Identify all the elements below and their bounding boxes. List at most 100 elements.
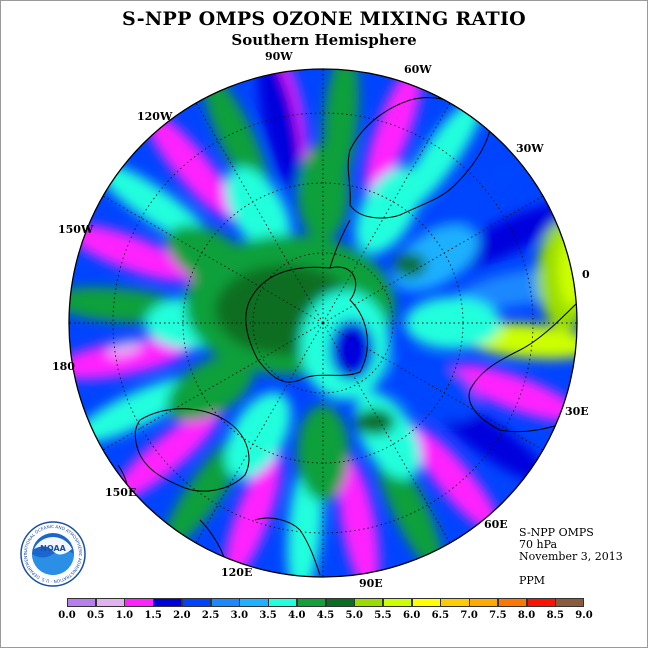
colorbar-swatch [268,598,298,607]
latitude-circle [252,252,394,394]
chart-title: S-NPP OMPS OZONE MIXING RATIO [121,8,527,30]
ozone-contour [425,144,535,239]
colorbar-tick-label: 7.0 [460,610,478,621]
colorbar-swatch [124,598,154,607]
colorbar-swatch [497,598,528,607]
lon-label-60w: 60W [404,63,432,76]
ozone-contour [225,392,291,480]
ozone-contour [355,166,421,254]
ozone-contour [225,166,291,254]
ozone-contour [392,355,480,421]
meridian-line [322,322,549,454]
colorbar-tick-label: 8.5 [546,610,564,621]
colorbar-swatch [440,598,470,607]
lon-label-180: 180 [52,360,75,373]
colorbar-swatch [210,598,240,607]
logo-text: NOAA [40,544,66,553]
ozone-contour [73,376,202,443]
meridian-line [322,322,454,549]
lon-label-90e: 90E [359,577,383,590]
ozone-contour [69,224,197,282]
lon-label-150w: 150W [58,223,94,236]
ozone-contour [297,145,349,241]
ozone-contour [337,455,380,577]
colorbar-swatch [411,598,441,607]
colorbar-tick-label: 0.0 [58,610,76,621]
meridian-line [192,97,324,324]
colorbar-tick-label: 6.0 [402,610,421,621]
ozone-contour [364,69,422,197]
colorbar-tick-label: 7.5 [489,610,507,621]
ozone-contour [166,355,254,421]
lon-label-0: 0 [582,268,590,281]
colorbar-swatch [382,598,413,607]
lon-label-150e: 150E [105,486,137,499]
instrument-label: S-NPP OMPS [519,526,594,539]
ozone-contour [407,425,502,535]
ozone-contour [405,297,501,349]
lon-label-30w: 30W [516,142,544,155]
colorbar-swatch [325,598,355,607]
meridian-line [192,322,324,549]
colorbar-tick-label: 2.5 [201,610,220,621]
meridian-line [322,97,454,324]
colorbar-swatch [95,598,125,607]
meridian-line [97,322,324,454]
units-label: PPM [519,574,546,587]
meridian-line [97,192,324,324]
coastline [134,408,250,492]
coastline [245,266,368,383]
chart-subtitle: Southern Hemisphere [231,31,417,49]
ozone-contour [444,203,573,270]
colorbar-tick-label: 4.5 [316,610,335,621]
coastline [468,299,577,433]
colorbar-swatch [555,598,585,607]
lon-label-90w: 90W [265,50,293,63]
coastline [329,219,351,269]
colorbar-tick-label: 2.0 [173,610,191,621]
date-label: November 3, 2013 [519,550,623,563]
ozone-contour [111,407,221,502]
colorbar-swatch [181,598,212,607]
colorbar-swatch [153,598,183,607]
noaa-logo: NATIONAL OCEANIC AND ATMOSPHERIC ADMINIS… [20,521,86,587]
pressure-label: 70 hPa [519,538,558,551]
lon-label-120w: 120W [137,110,173,123]
ozone-contour [297,405,349,501]
graticule [69,69,577,577]
colorbar-tick-label: 5.0 [345,610,363,621]
ozone-contour [203,73,270,202]
colorbar-tick-label: 9.0 [575,610,593,621]
meridian-line [322,192,549,324]
colorbar-swatch [296,598,326,607]
map-border [68,68,578,578]
ozone-contour [376,444,443,573]
ozone-contour [394,253,426,277]
ozone-contour [224,449,282,577]
colorbar-tick-label: 3.5 [259,610,277,621]
colorbar-swatch [354,598,384,607]
colorbar-swatch [526,598,556,607]
ozone-contour [107,339,143,357]
ozone-contour [449,364,577,422]
ozone-contour [258,69,303,192]
ozone-contour [355,409,395,435]
lon-label-60e: 60E [484,518,508,531]
colorbar-tick-label: 6.5 [431,610,450,621]
colorbar-swatch [239,598,269,607]
ozone-contour [144,111,239,221]
colorbar-tick-label: 0.5 [87,610,105,621]
colorbar-tick-label: 5.5 [374,610,392,621]
colorbar-tick-label: 4.0 [288,610,306,621]
colorbar-tick-label: 1.5 [144,610,162,621]
latitude-circle [112,112,534,534]
colorbar-tick-label: 3.0 [230,610,249,621]
colorbar-swatch [67,598,97,607]
colorbar-tick-label: 1.0 [115,610,134,621]
lon-label-120e: 120E [221,566,253,579]
ozone-contour [69,337,191,380]
coastline [254,517,321,576]
lon-label-30e: 30E [565,405,589,418]
colorbar-tick-label: 8.0 [517,610,536,621]
